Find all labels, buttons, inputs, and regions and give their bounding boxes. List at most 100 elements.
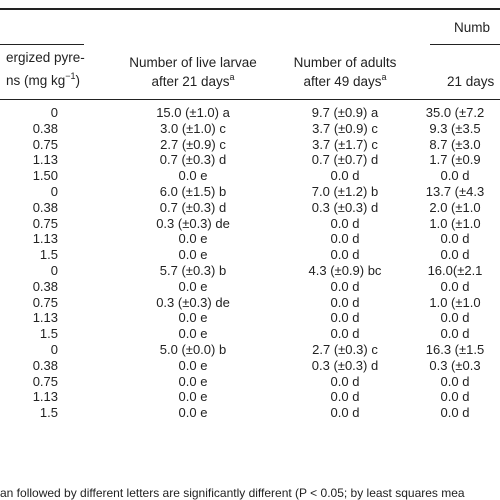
larvae-cell: 2.7 (±0.9) c [160, 136, 226, 152]
adults-cell: 3.7 (±0.9) c [312, 120, 378, 136]
adults-header-footnote-mark: a [381, 72, 387, 82]
concentration-cell: 0.38 [32, 120, 58, 136]
adults-cell: 0.0 d [330, 310, 360, 326]
day21-cell: 0.0 d [440, 326, 470, 342]
column-header-adults-line2: after 49 daysa [265, 72, 425, 91]
larvae-cell: 0.0 e [178, 247, 208, 263]
larvae-header-text: after 21 days [151, 74, 230, 89]
concentration-cell: 1.13 [32, 231, 58, 247]
concentration-cell: 1.50 [32, 168, 58, 184]
larvae-header-footnote-mark: a [229, 72, 235, 82]
adults-cell: 7.0 (±1.2) b [311, 184, 379, 199]
adults-cell: 2.7 (±0.3) c [312, 342, 378, 357]
larvae-cell: 0.7 (±0.3) d [159, 152, 227, 168]
concentration-cell: 0.75 [32, 136, 58, 152]
day21-cell: 0.0 d [440, 310, 470, 326]
day21-cell: 0.0 d [440, 168, 470, 184]
concentration-cell: 1.13 [32, 310, 58, 326]
column-header-concentration-line1: ergized pyre- [6, 50, 85, 65]
larvae-cell: 3.0 (±1.0) c [160, 120, 226, 136]
adults-cell: 4.3 (±0.9) bc [308, 263, 382, 278]
day21-cell: 16.3 (±1.5 [425, 342, 485, 357]
table-footnote: an followed by different letters are sig… [0, 486, 465, 500]
day21-cell: 1.0 (±1.0 [429, 294, 481, 310]
concentration-cell: 0.75 [32, 215, 58, 231]
adults-cell: 0.0 d [330, 247, 360, 263]
column-group-rule-left [0, 44, 84, 45]
day21-cell: 9.3 (±3.5 [429, 120, 481, 136]
adults-cell: 0.0 d [330, 405, 360, 421]
concentration-cell: 0.38 [32, 199, 58, 215]
concentration-unit-text: ns (mg kg [6, 73, 66, 88]
concentration-cell: 1.5 [39, 326, 58, 342]
day21-cell: 0.3 (±0.3 [429, 357, 481, 373]
table-header-rule [0, 99, 500, 100]
concentration-cell: 0 [50, 342, 58, 357]
adults-cell: 0.0 d [330, 231, 360, 247]
adults-cell: 0.3 (±0.3) d [311, 357, 379, 373]
larvae-cell: 0.0 e [178, 373, 208, 389]
day21-cell: 16.0(±2.1 [427, 263, 483, 278]
concentration-cell: 1.13 [32, 389, 58, 405]
adults-cell: 0.0 d [330, 278, 360, 294]
column-group-label: Numb [454, 20, 491, 35]
adults-cell: 0.7 (±0.7) d [311, 152, 379, 168]
larvae-cell: 5.0 (±0.0) b [159, 342, 227, 357]
concentration-cell: 0.75 [32, 373, 58, 389]
larvae-cell: 0.7 (±0.3) d [159, 199, 227, 215]
larvae-cell: 0.3 (±0.3) de [156, 294, 230, 310]
adults-cell: 0.3 (±0.3) d [311, 199, 379, 215]
adults-header-text: after 49 days [303, 74, 382, 89]
day21-cell: 8.7 (±3.0 [429, 136, 481, 152]
adults-cell: 0.0 d [330, 373, 360, 389]
day21-cell: 0.0 d [440, 231, 470, 247]
adults-cell: 9.7 (±0.9) a [311, 105, 379, 120]
concentration-cell: 0.38 [32, 357, 58, 373]
concentration-unit-exponent: −1 [65, 71, 76, 81]
adults-cell: 3.7 (±1.7) c [312, 136, 378, 152]
day21-cell: 0.0 d [440, 373, 470, 389]
concentration-cell: 0 [50, 263, 58, 278]
concentration-cell: 1.5 [39, 247, 58, 263]
column-header-21-days: 21 days [447, 74, 495, 89]
day21-cell: 1.7 (±0.9 [429, 152, 481, 168]
larvae-cell: 0.0 e [178, 389, 208, 405]
column-header-adults-line1: Number of adults [293, 55, 397, 70]
concentration-cell: 0 [50, 184, 58, 199]
table-top-rule [0, 8, 500, 10]
column-header-larvae-line1: Number of live larvae [129, 55, 257, 70]
concentration-cell: 1.13 [32, 152, 58, 168]
larvae-cell: 0.0 e [178, 326, 208, 342]
day21-cell: 1.0 (±1.0 [429, 215, 481, 231]
concentration-cell: 1.5 [39, 405, 58, 421]
day21-cell: 0.0 d [440, 405, 470, 421]
larvae-cell: 15.0 (±1.0) a [156, 105, 230, 120]
larvae-cell: 0.0 e [178, 231, 208, 247]
day21-cell: 13.7 (±4.3 [425, 184, 485, 199]
adults-cell: 0.0 d [330, 168, 360, 184]
concentration-cell: 0.38 [32, 278, 58, 294]
adults-cell: 0.0 d [330, 326, 360, 342]
larvae-cell: 6.0 (±1.5) b [159, 184, 227, 199]
day21-cell: 2.0 (±1.0 [429, 199, 481, 215]
column-header-concentration-line2: ns (mg kg−1) [6, 71, 80, 90]
day21-cell: 0.0 d [440, 278, 470, 294]
adults-cell: 0.0 d [330, 215, 360, 231]
adults-cell: 0.0 d [330, 389, 360, 405]
larvae-cell: 0.0 e [178, 168, 208, 184]
concentration-cell: 0 [50, 105, 58, 120]
column-header-larvae-line2: after 21 daysa [108, 72, 278, 91]
adults-cell: 0.0 d [330, 294, 360, 310]
concentration-cell: 0.75 [32, 294, 58, 310]
larvae-cell: 0.0 e [178, 278, 208, 294]
column-group-rule-right [430, 44, 500, 45]
concentration-unit-close: ) [75, 73, 81, 88]
day21-cell: 0.0 d [440, 247, 470, 263]
day21-cell: 0.0 d [440, 389, 470, 405]
day21-cell: 35.0 (±7.2 [425, 105, 485, 120]
larvae-cell: 0.0 e [178, 310, 208, 326]
larvae-cell: 5.7 (±0.3) b [159, 263, 227, 278]
larvae-cell: 0.0 e [178, 405, 208, 421]
larvae-cell: 0.3 (±0.3) de [156, 215, 230, 231]
